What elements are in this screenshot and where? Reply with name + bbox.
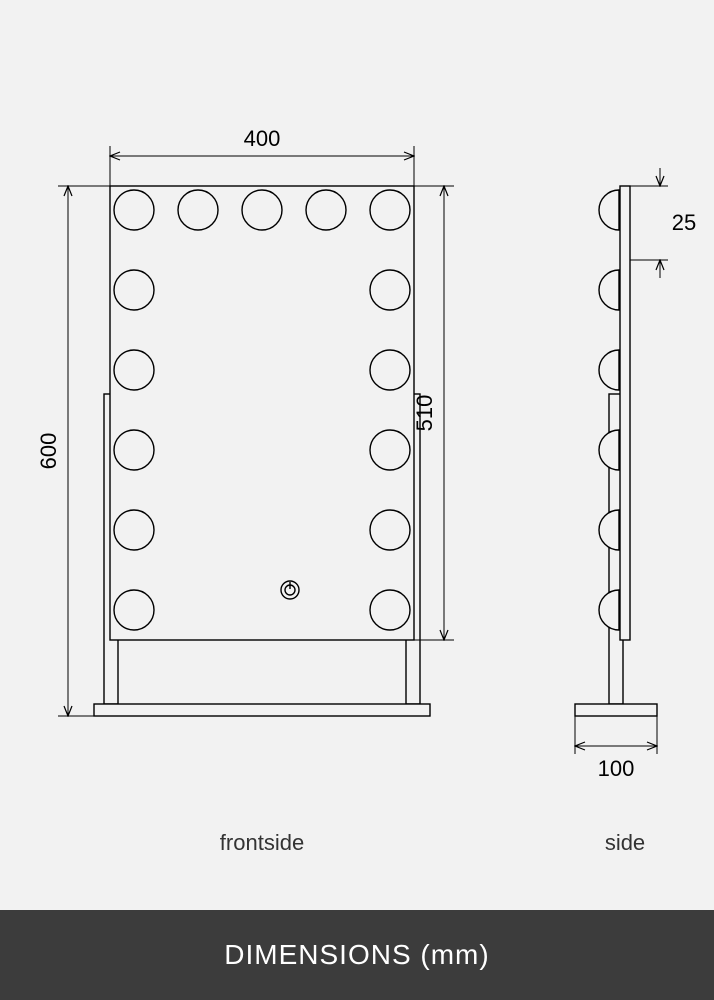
bulb (114, 190, 154, 230)
label-side: side (605, 830, 645, 855)
svg-text:510: 510 (412, 395, 437, 432)
front-base (94, 704, 430, 716)
side-bulb (599, 350, 619, 390)
label-frontside: frontside (220, 830, 304, 855)
bulb (370, 270, 410, 310)
side-bulb (599, 430, 619, 470)
front-mirror (110, 186, 414, 640)
bulb (114, 510, 154, 550)
footer-title: DIMENSIONS (mm) (224, 939, 489, 970)
bulb (306, 190, 346, 230)
bulb (370, 190, 410, 230)
footer-bar: DIMENSIONS (mm) (0, 910, 714, 1000)
side-bulb (599, 590, 619, 630)
svg-text:25: 25 (672, 210, 696, 235)
bulb (370, 590, 410, 630)
bulb (370, 510, 410, 550)
bulb (114, 430, 154, 470)
bulb (370, 350, 410, 390)
bulb (114, 590, 154, 630)
side-panel (620, 186, 630, 640)
bulb (114, 270, 154, 310)
side-bulb (599, 510, 619, 550)
svg-text:100: 100 (598, 756, 635, 781)
side-base (575, 704, 657, 716)
bulb (242, 190, 282, 230)
side-bulb (599, 190, 619, 230)
svg-text:400: 400 (244, 126, 281, 151)
bulb (370, 430, 410, 470)
bulb (114, 350, 154, 390)
side-bulb (599, 270, 619, 310)
svg-text:600: 600 (36, 433, 61, 470)
bulb (178, 190, 218, 230)
dimension-diagram: 400 600 510 25 100 frontside side (0, 0, 714, 910)
